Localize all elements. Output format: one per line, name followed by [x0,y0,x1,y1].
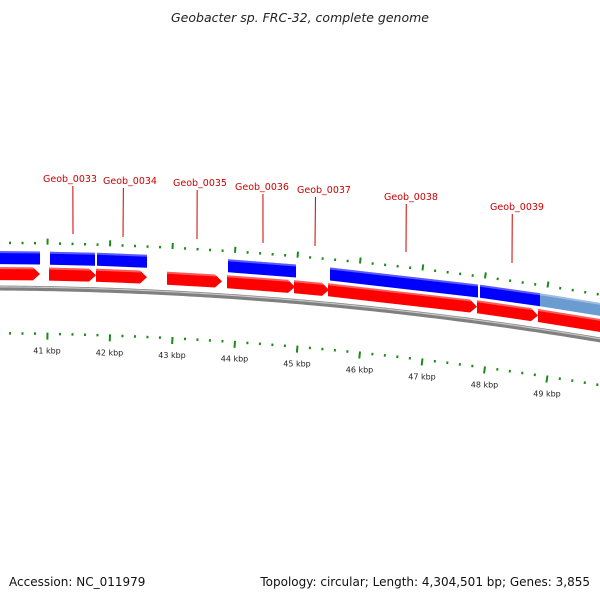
reverse-gene-shine [538,309,600,321]
reverse-gene [0,267,40,281]
forward-gene [97,252,147,268]
kbp-label: 43 kbp [158,351,186,360]
reverse-gene [538,309,600,333]
gene-label: Geob_0039 [490,202,544,213]
outer-tick [546,281,550,288]
reverse-gene-shine [0,267,34,270]
reverse-gene-shine [227,275,289,282]
kbp-label: 41 kbp [33,347,61,356]
kbp-label: 42 kbp [96,348,124,357]
reverse-gene-shine [167,271,216,277]
reverse-gene [167,271,222,288]
gene-label: Geob_0038 [384,192,438,203]
forward-gene [0,251,40,265]
gene-labels: Geob_0033 Geob_0034 Geob_0035 Geob_0036 Geob… [43,174,544,264]
outer-tick [296,251,300,258]
forward-gene-shine [50,251,95,255]
forward-gene-highlight-shine [540,293,600,305]
kbp-label: 47 kbp [408,372,436,381]
reverse-gene-shine [49,267,90,271]
forward-gene-highlight [540,293,600,316]
inner-tick [545,375,549,383]
inner-tick [483,366,486,374]
gene-label: Geob_0033 [43,174,97,185]
backbone-line [0,285,600,343]
gene-label: Geob_0036 [235,182,289,193]
kbp-label: 44 kbp [221,355,249,364]
forward-strand-track [0,251,600,316]
forward-gene [330,267,478,298]
inner-tick [295,345,299,353]
reverse-gene [227,275,295,293]
reverse-gene-shine [96,268,141,273]
topology-text: Topology: circular; Length: 4,304,501 bp… [260,575,590,589]
gene-label: Geob_0034 [103,176,157,187]
inner-tick [358,351,361,359]
kbp-label: 45 kbp [283,360,311,369]
reverse-gene [96,268,147,284]
backbone-highlight [0,286,600,340]
forward-gene-shine [480,284,540,296]
forward-gene [480,284,540,307]
gene-label: Geob_0037 [297,185,351,196]
genome-backbone [0,285,600,343]
forward-gene-shine [97,252,147,257]
outer-tick [484,272,487,279]
kbp-label: 46 kbp [346,365,374,374]
forward-gene-shine [228,259,296,267]
reverse-gene-shine [328,283,471,302]
inner-tick [420,358,424,366]
accession-text: Accession: NC_011979 [9,575,146,589]
gene-label: Geob_0035 [173,178,227,189]
kbp-scale-labels: 41 kbp 42 kbp 43 kbp 44 kbp 45 kbp 46 kbp 47 k… [33,347,561,399]
forward-gene-shine [0,251,40,254]
forward-gene [50,251,95,266]
reverse-gene-shine [294,280,323,285]
reverse-gene [294,280,329,296]
reverse-gene [328,283,477,313]
outer-tick [359,257,362,264]
reverse-gene [477,300,538,322]
reverse-strand-track [0,267,600,333]
outer-tick [421,264,425,271]
kbp-label: 48 kbp [471,380,499,389]
outer-tick-track [9,238,599,296]
forward-gene-shine [330,267,478,287]
reverse-gene-shine [477,300,532,311]
kbp-label: 49 kbp [533,389,561,398]
inner-tick-track [8,332,599,387]
forward-gene [228,259,296,278]
genome-title: Geobacter sp. FRC-32, complete genome [171,10,429,25]
reverse-gene [49,267,96,282]
